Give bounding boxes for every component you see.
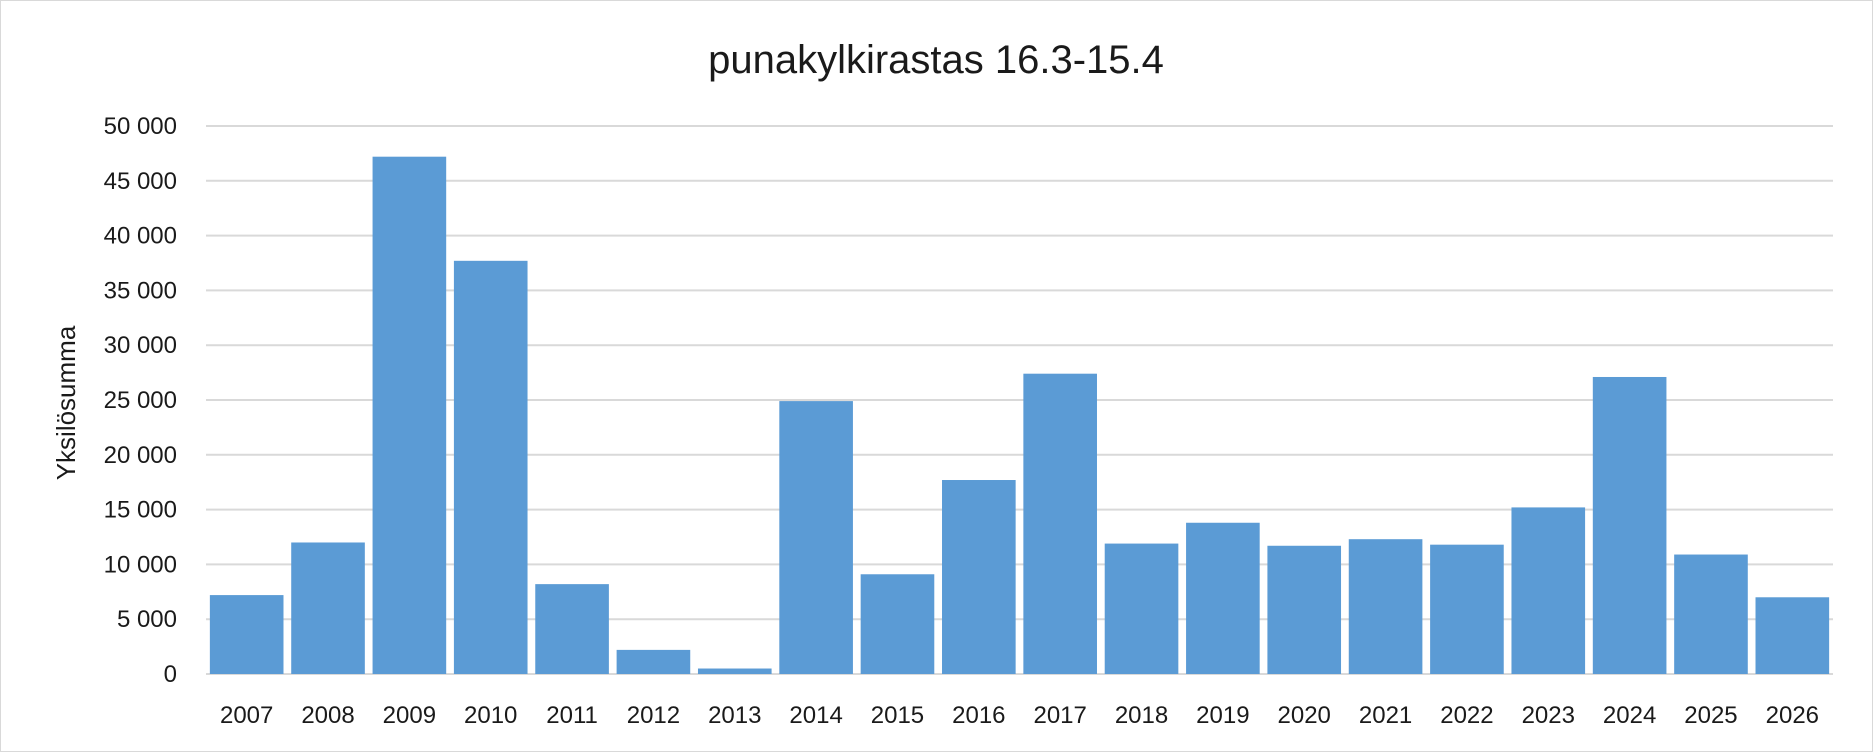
bar-2018 [1104,543,1179,674]
x-tick-label: 2017 [1033,702,1086,729]
x-tick-label: 2008 [301,702,354,729]
x-tick-label: 2026 [1766,702,1819,729]
bar-2026 [1755,597,1830,674]
x-tick-label: 2020 [1278,702,1331,729]
x-tick-label: 2019 [1196,702,1249,729]
x-tick-label: 2018 [1115,702,1168,729]
y-tick-label: 35 000 [104,277,177,304]
x-tick-label: 2022 [1440,702,1493,729]
y-tick-label: 45 000 [104,168,177,195]
x-axis-ticks: 2007 2008 2009 2010 2011 2012 2013 2014 2015 2016… [220,702,1819,729]
bar-2011 [535,584,609,674]
x-tick-label: 2007 [220,702,273,729]
bar-2010 [453,260,528,674]
y-tick-label: 10 000 [104,551,177,578]
x-tick-label: 2010 [464,702,517,729]
chart-title: punakylkirastas 16.3-15.4 [708,38,1164,82]
x-tick-label: 2021 [1359,702,1412,729]
bar-2025 [1674,554,1748,674]
y-tick-label: 20 000 [104,442,177,469]
bar-2013 [697,668,772,674]
x-tick-label: 2012 [627,702,680,729]
y-tick-label: 0 [164,661,177,688]
bar-2017 [1023,373,1097,674]
bar-2012 [616,649,691,674]
y-axis-ticks: 0 5 000 10 000 15 000 20 000 25 000 30 000 35 0… [104,113,177,688]
x-tick-label: 2023 [1522,702,1575,729]
bar-2014 [779,401,853,674]
x-tick-label: 2013 [708,702,761,729]
x-tick-label: 2015 [871,702,924,729]
y-axis-label: Yksilösumma [51,325,81,480]
x-tick-label: 2024 [1603,702,1656,729]
bar-2015 [860,574,935,674]
bar-2023 [1511,507,1586,674]
bar-2016 [942,480,1016,674]
bars [209,156,1830,675]
x-tick-label: 2016 [952,702,1005,729]
y-tick-label: 30 000 [104,332,177,359]
y-tick-label: 5 000 [117,606,177,633]
bar-2009 [372,156,447,675]
x-tick-label: 2009 [383,702,436,729]
x-tick-label: 2011 [546,702,598,729]
bar-2024 [1592,376,1667,674]
bar-2008 [291,542,365,674]
x-tick-label: 2025 [1684,702,1737,729]
y-tick-label: 40 000 [104,223,177,250]
y-tick-label: 25 000 [104,387,177,414]
y-tick-label: 15 000 [104,497,177,524]
x-tick-label: 2014 [789,702,842,729]
bar-2020 [1267,545,1342,674]
bar-2019 [1186,522,1260,674]
bar-2021 [1348,539,1423,674]
bar-2007 [209,595,284,674]
y-tick-label: 50 000 [104,113,177,140]
gridlines [206,125,1833,675]
bar-2022 [1430,544,1504,674]
